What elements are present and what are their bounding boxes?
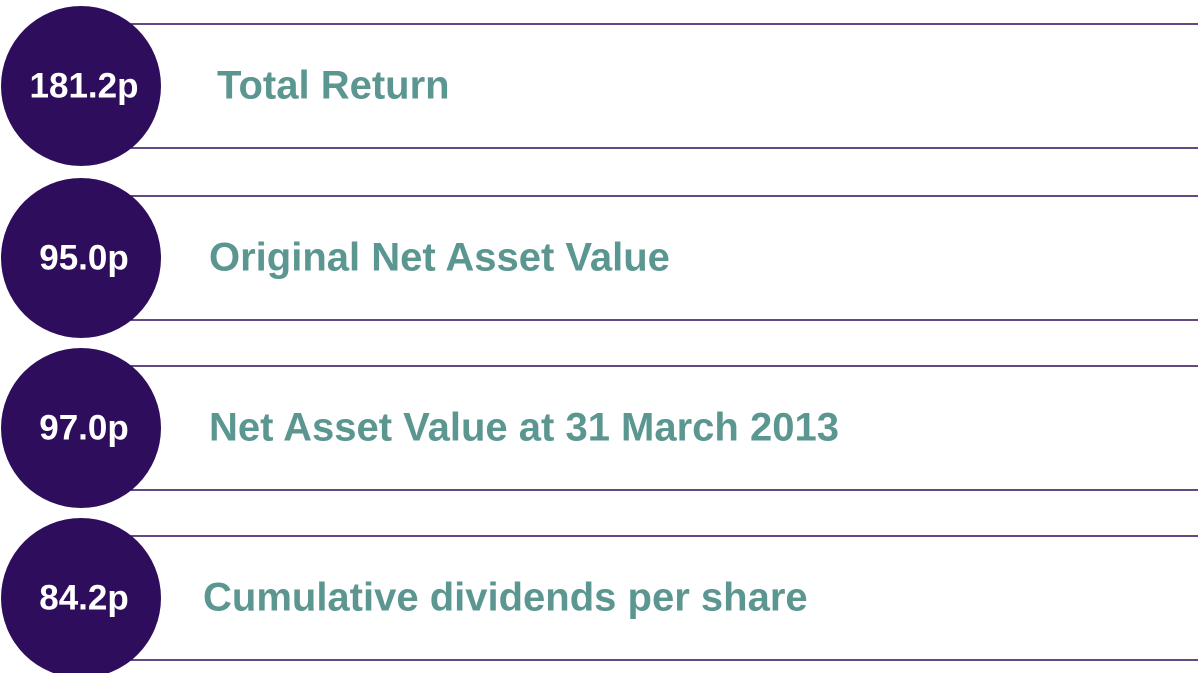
item-label: Total Return <box>217 64 450 108</box>
value-circle <box>1 178 161 338</box>
value-circle <box>1 6 161 166</box>
item-label: Original Net Asset Value <box>209 236 670 280</box>
item-value: 97.0p <box>39 408 129 447</box>
value-circle <box>1 348 161 508</box>
item-value: 181.2p <box>30 66 139 105</box>
item-value: 95.0p <box>39 238 129 277</box>
item-label: Net Asset Value at 31 March 2013 <box>209 406 839 450</box>
item-label: Cumulative dividends per share <box>203 576 808 620</box>
item-value: 84.2p <box>39 578 129 617</box>
value-circle <box>1 518 161 673</box>
